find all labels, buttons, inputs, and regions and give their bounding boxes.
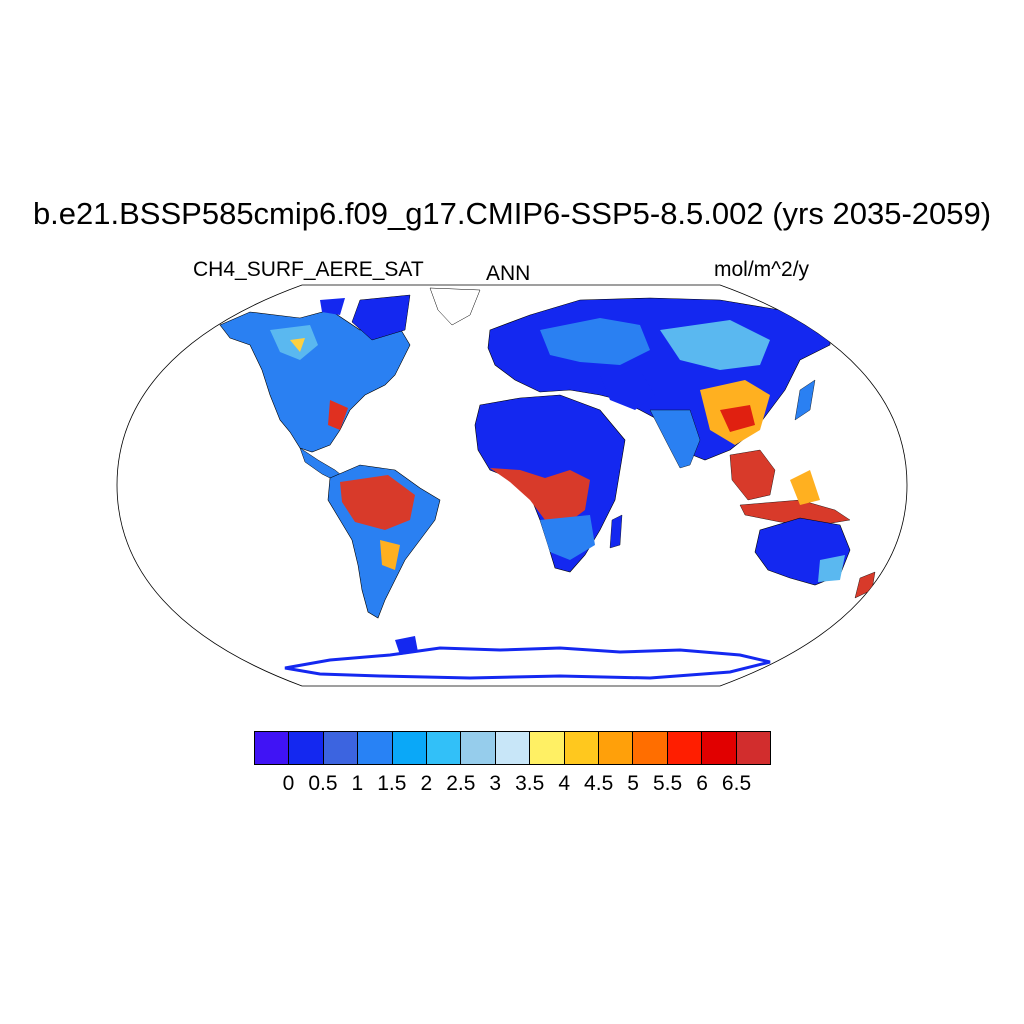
colorbar-box [495,732,531,764]
colorbar-box [427,732,462,764]
colorbar [254,731,771,765]
colorbar-tick-label: 4.5 [584,772,614,795]
colorbar-tick-label: 5.5 [652,772,683,795]
variable-label: CH4_SURF_AERE_SAT [193,258,424,281]
colorbar-box [599,732,634,764]
units-label: mol/m^2/y [714,258,810,281]
colorbar-box [358,732,393,764]
antarctica-landmass [284,646,771,680]
colorbar-tick-label: 2 [420,772,433,795]
colorbar-box [564,732,600,764]
southeast-asia-islands [729,449,776,501]
colorbar-box [667,732,703,764]
season-label: ANN [486,262,531,285]
colorbar-tick-label: 1.5 [377,772,407,795]
colorbar-tick-label: 0 [282,772,295,795]
colorbar-box [323,732,359,764]
colorbar-tick-label: 3 [489,772,502,795]
colorbar-tick-label: 6.5 [721,772,752,795]
plot-title: b.e21.BSSP585cmip6.f09_g17.CMIP6-SSP5-8.… [32,196,992,231]
colorbar-box [255,732,290,764]
colorbar-tick-label: 1 [351,772,364,795]
colorbar-tick-label: 3.5 [515,772,545,795]
madagascar-landmass [609,514,623,549]
greenland-landmass [429,287,481,326]
colorbar-labels: 0 0.5 1 1.5 2 2.5 3 3.5 4 4.5 5 5.5 6 6.5 [254,772,771,798]
colorbar-box [289,732,324,764]
colorbar-tick-label: 5 [627,772,639,795]
north-america-landmass [219,309,411,453]
colorbar-box [702,732,737,764]
colorbar-box [736,732,771,764]
colorbar-box [461,732,496,764]
japan-landmass [794,379,816,421]
colorbar-box [633,732,668,764]
colorbar-tick-label: 2.5 [446,772,476,795]
colorbar-box [392,732,428,764]
colorbar-box [530,732,565,764]
colorbar-tick-label: 6 [696,772,708,795]
colorbar-tick-label: 0.5 [308,772,338,795]
india-landmass [649,409,701,469]
colorbar-tick-label: 4 [558,772,571,795]
